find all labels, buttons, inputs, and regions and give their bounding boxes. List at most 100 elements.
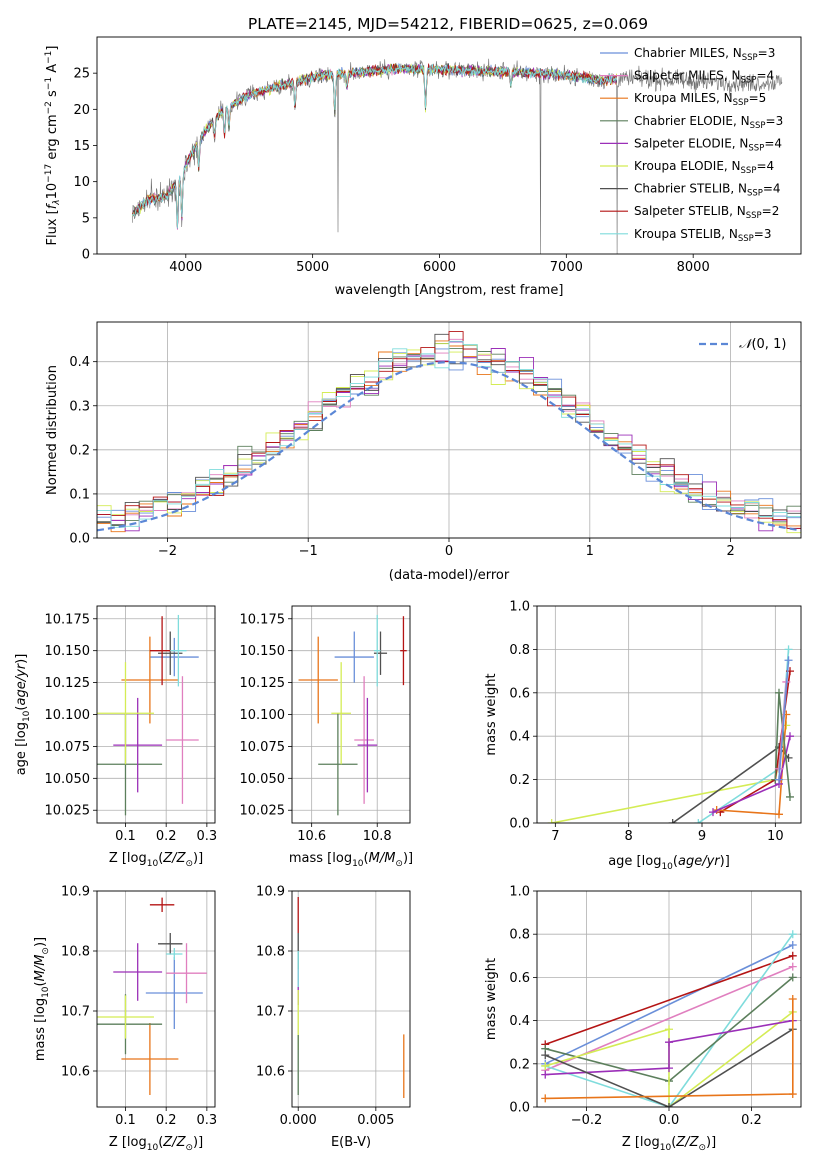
weight_vs_Z-marker-salpeter_miles	[788, 962, 797, 971]
errorbar-kroupa_miles	[298, 636, 338, 724]
weight_vs_age-marker-salpeter_elodie	[786, 732, 794, 741]
errorbar-kroupa_miles	[121, 1023, 179, 1095]
spectrum-plot-area	[132, 58, 783, 254]
weight_vs_Z-marker-chabrier_stelib	[541, 1051, 550, 1060]
mass_vs_ebv-ytick-label: 10.8	[256, 945, 285, 960]
spectrum-model-kroupa_stelib	[132, 63, 617, 229]
mass_vs_Z-xtick-label: 0.1	[115, 1113, 136, 1128]
weight_vs_age-xtick-label: 8	[625, 829, 633, 844]
mass_vs_ebv-xtick-label: 0.005	[357, 1113, 394, 1128]
weight_vs_Z-line-chabrier_stelib	[544, 1028, 794, 1107]
age_vs_mass-ytick-label: 10.125	[240, 676, 286, 691]
errorbar-kroupa_stelib	[373, 614, 381, 687]
residual_hist-ytick-label: 0.3	[69, 399, 90, 414]
age_vs_mass-ytick-label: 10.025	[240, 804, 286, 819]
spectrum-model-salpeter_miles	[132, 63, 617, 230]
errorbar-chabrier_miles	[334, 631, 374, 683]
residual_hist-axes: −2 −1 0 1 2 0.0 0.1 0.2 0.3 0.4 (data-model)/error…	[45, 321, 802, 583]
mass_vs_ebv-ytick-label: 10.7	[256, 1005, 285, 1020]
age_vs_Z-xlabel: Z [log10(Z/Z⊙)]	[109, 851, 203, 869]
weight_vs_age-marker-kroupa_elodie	[547, 819, 556, 823]
errorbar-kroupa_stelib	[166, 948, 183, 960]
weight_vs_Z-ytick-label: 0.4	[509, 1014, 530, 1029]
residual-ylabel: Normed distribution	[45, 365, 60, 495]
residual_hist-ytick-label: 0.2	[69, 443, 90, 458]
age_vs_Z-xtick-label: 0.3	[197, 829, 218, 844]
chart-layer: 4000 5000 6000 7000 80000510152025wavelength…	[14, 36, 802, 1154]
residual_hist-xtick-label: 1	[586, 544, 594, 559]
spectrum-xlabel: wavelength [Angstrom, rest frame]	[335, 283, 564, 298]
weight_vs_Z-ytick-label: 1.0	[509, 885, 530, 900]
weight_vs_age-line-chabrier_miles	[778, 660, 790, 780]
age_vs_mass-ytick-label: 10.050	[240, 772, 286, 787]
weight_vs_age-marker-kroupa_stelib	[784, 645, 793, 654]
weight_vs_age-marker-kroupa_miles	[775, 810, 783, 819]
age_vs_Z-plot-area	[97, 614, 199, 816]
spectrum-ytick-label: 20	[73, 103, 90, 118]
mass_vs_Z-ytick-label: 10.8	[61, 945, 90, 960]
weight_vs_age-ytick-label: 0.4	[509, 730, 530, 745]
errorbar-chabrier_stelib	[373, 631, 388, 675]
age_vs_Z-xtick-label: 0.1	[115, 829, 136, 844]
weight_vs_Z-marker-kroupa_stelib	[788, 930, 797, 939]
age_vs_Z-ytick-label: 10.075	[45, 740, 91, 755]
spectrum-model-kroupa_miles	[132, 62, 617, 225]
residual_hist-ytick-label: 0.4	[69, 355, 90, 370]
weight_vs_Z-line-salpeter_elodie	[545, 1019, 793, 1076]
spectrum-axes: 4000 5000 6000 7000 8000 0 5 10 15 20 25 wavelength…	[44, 36, 802, 298]
errorbar-salpeter_stelib	[149, 897, 175, 912]
residual_hist-xtick-label: −2	[158, 544, 177, 559]
weight_vs_Z-ylabel: mass weight	[484, 958, 499, 1040]
residual_hist-ytick-label: 0.1	[69, 487, 90, 502]
weight_vs_Z-marker-kroupa_miles	[788, 995, 797, 1003]
spectrum-model-kroupa_elodie	[132, 63, 617, 228]
errorbar-chabrier_miles	[145, 957, 203, 1029]
weight_vs_age-ylabel: mass weight	[484, 673, 499, 755]
errorbar-kroupa_elodie	[97, 662, 154, 765]
weight_vs_age-marker-chabrier_elodie	[775, 688, 783, 697]
errorbar-salpeter_stelib	[400, 616, 407, 686]
age_vs_mass-axes: 10.6 10.8 10.025 10.050 10.075 10.100 10.125 10…	[240, 605, 413, 869]
spectrum-model-salpeter_stelib	[132, 63, 617, 228]
legend-entry-salpeter_stelib: Salpeter STELIB, NSSP=2	[634, 204, 779, 221]
errorbar-chabrier_elodie	[318, 713, 358, 816]
age_vs_mass-ytick-label: 10.075	[240, 740, 286, 755]
spectrum-ytick-label: 25	[73, 67, 90, 82]
weight_vs_age-marker-chabrier_elodie	[786, 792, 794, 801]
gaussian-legend-label: 𝒩(0, 1)	[739, 337, 786, 352]
weight_vs_age-frame	[536, 605, 802, 824]
weight_vs_Z-plot-area	[541, 930, 797, 1107]
weight_vs_age-ytick-label: 0.6	[509, 686, 530, 701]
weight_vs_Z-marker-chabrier_stelib	[665, 1103, 673, 1107]
age_vs_Z-ytick-label: 10.150	[45, 644, 91, 659]
spectrum-ytick-label: 0	[82, 248, 90, 263]
weight_vs_age-xtick-label: 10	[767, 829, 784, 844]
age_vs_mass-ytick-label: 10.175	[240, 612, 286, 627]
legend-entry-chabrier_miles: Chabrier MILES, NSSP=3	[634, 46, 775, 63]
age-vs-mass-xlabel: mass [log10(M/M⊙)]	[289, 851, 413, 869]
mass_vs_Z-xlabel: Z [log10(Z/Z⊙)]	[109, 1135, 203, 1153]
weight_vs_Z-xtick-label: 0.2	[741, 1113, 762, 1128]
weight_vs_Z-marker-chabrier_miles	[788, 941, 797, 949]
errorbar-kroupa_stelib	[170, 614, 187, 687]
mass_vs_Z-axes: 0.1 0.2 0.3 10.6 10.7 10.8 10.9 Z [log10(Z/Z⊙)]…	[33, 885, 217, 1154]
errorbar-chabrier_stelib	[158, 933, 183, 955]
legend-entry-kroupa_stelib: Kroupa STELIB, NSSP=3	[634, 227, 772, 244]
weight_vs_Z-marker-chabrier_elodie	[788, 973, 797, 982]
age_vs_Z-ytick-label: 10.050	[45, 772, 91, 787]
spectrum-xtick-label: 4000	[169, 260, 202, 275]
weight_vs_Z-marker-kroupa_elodie	[665, 1025, 673, 1034]
weight_vs_Z-ytick-label: 0.6	[509, 971, 530, 986]
residual_hist-xtick-label: −1	[299, 544, 318, 559]
spectrum-xtick-label: 8000	[677, 260, 710, 275]
mass_vs_ebv-ytick-label: 10.9	[256, 885, 285, 900]
spectrum-legend: Chabrier MILES, NSSP=3 Salpeter MILES, NS…	[600, 46, 783, 244]
errorbar-chabrier_miles	[149, 637, 199, 677]
age_vs_Z-axes: 0.1 0.2 0.3 10.025 10.050 10.075 10.100 10.125 1…	[14, 605, 218, 869]
errorbar-salpeter_miles	[166, 943, 207, 1004]
residual_hist-xtick-label: 2	[726, 544, 734, 559]
age_vs_Z-xtick-label: 0.2	[156, 829, 177, 844]
residual-xlabel: (data-model)/error	[389, 568, 510, 583]
age_vs_Z-ytick-label: 10.025	[45, 804, 91, 819]
